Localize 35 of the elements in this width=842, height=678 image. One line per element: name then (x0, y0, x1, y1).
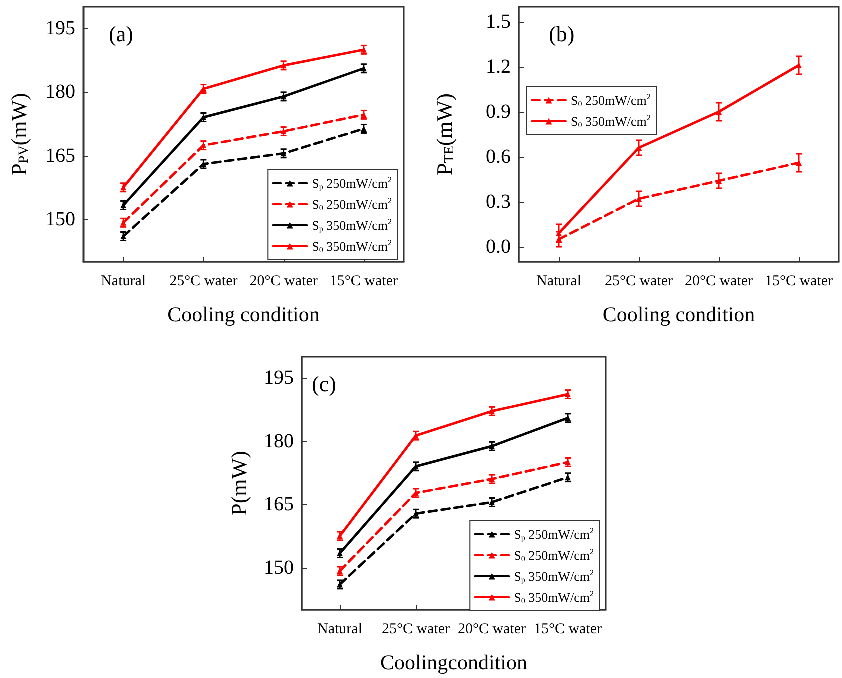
annotation: (a) (109, 22, 134, 46)
y-tick-label: 165 (264, 494, 294, 516)
x-axis-title: Coolingcondition (380, 650, 528, 674)
x-tick-label: 25°C water (604, 274, 674, 290)
y-tick-label: 1.5 (486, 11, 511, 33)
y-tick-label: 180 (46, 81, 76, 103)
annotation: (b) (549, 22, 575, 46)
x-tick-label: 25°C water (382, 622, 450, 638)
y-tick-label: 195 (264, 367, 294, 390)
y-tick-label: 0.0 (486, 236, 511, 258)
y-tick-label: 165 (46, 144, 76, 167)
x-tick-label: Natural (101, 274, 146, 290)
y-tick-label: 180 (264, 430, 294, 452)
x-tick-label: 15°C water (764, 274, 834, 290)
x-tick-label: 20°C water (458, 622, 526, 638)
x-axis-title: Cooling condition (168, 302, 320, 326)
x-tick-label: 25°C water (170, 274, 238, 290)
y-tick-label: 0.9 (486, 101, 511, 123)
y-tick-label: 195 (46, 17, 76, 40)
y-tick-label: 0.3 (486, 191, 511, 213)
annotation: (c) (312, 372, 336, 396)
x-tick-label: Natural (536, 274, 582, 290)
y-tick-label: 150 (264, 556, 294, 579)
y-tick-label: 1.2 (486, 56, 511, 78)
y-axis-title: PTE(mW) (432, 94, 458, 176)
x-tick-label: 15°C water (330, 274, 398, 290)
y-axis-title: PPV(mW) (6, 93, 32, 176)
x-tick-label: 20°C water (684, 274, 754, 290)
x-tick-label: Natural (318, 622, 362, 638)
y-tick-label: 150 (46, 208, 76, 230)
x-tick-label: 15°C water (534, 622, 602, 638)
x-axis-title: Cooling condition (602, 302, 756, 326)
x-tick-label: 20°C water (250, 274, 318, 290)
y-axis-title: P(mW) (226, 451, 252, 516)
y-tick-label: 0.6 (486, 146, 511, 168)
